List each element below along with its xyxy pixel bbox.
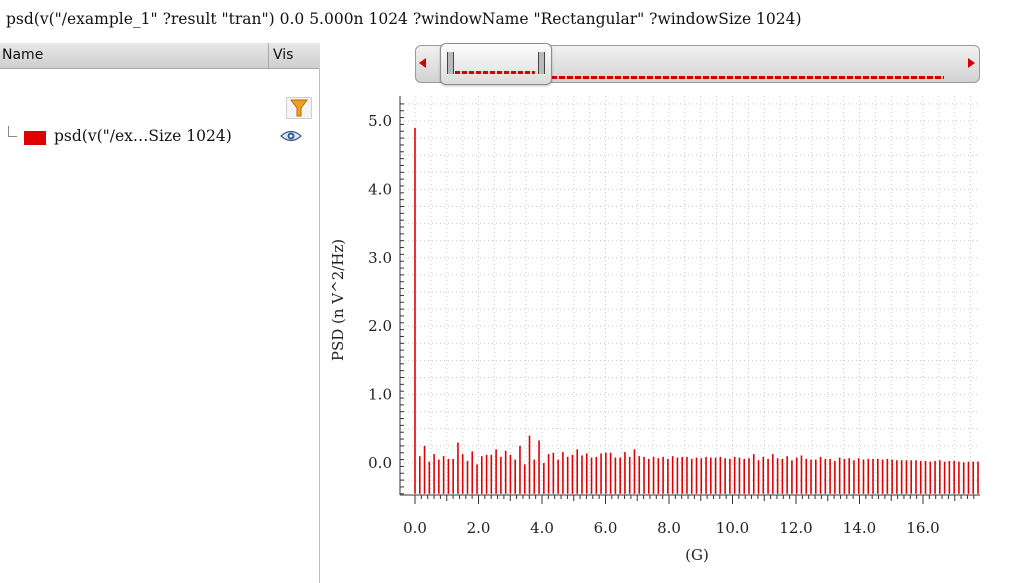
- scroll-right-arrow-icon[interactable]: [968, 58, 975, 68]
- trace-panel-header: Name Vis: [0, 43, 320, 69]
- column-divider[interactable]: [268, 43, 269, 68]
- x-tick-label: 8.0: [657, 519, 681, 537]
- psd-trace: [414, 127, 979, 494]
- scroll-thumb-right-handle[interactable]: [538, 52, 545, 74]
- window-title: psd(v("/example_1" ?result "tran") 0.0 5…: [6, 10, 802, 28]
- y-tick-label: 1.0: [368, 386, 392, 404]
- x-axis-label: (G): [685, 546, 709, 564]
- y-tick-label: 2.0: [368, 317, 392, 335]
- x-tick-label: 14.0: [843, 519, 876, 537]
- x-zoom-scrollbar[interactable]: [415, 43, 980, 85]
- trace-name[interactable]: psd(v("/ex…Size 1024): [54, 127, 232, 145]
- tree-connector: [8, 126, 17, 137]
- y-tick-label: 0.0: [368, 454, 392, 472]
- x-tick-label: 2.0: [467, 519, 491, 537]
- scroll-thumb-left-handle[interactable]: [447, 52, 454, 74]
- x-tick-label: 0.0: [403, 519, 427, 537]
- eye-icon[interactable]: [280, 128, 302, 144]
- y-tick-label: 5.0: [368, 112, 392, 130]
- thumb-overview-trace: [455, 71, 535, 74]
- trace-color-swatch: [24, 131, 46, 145]
- scroll-overview-track: [551, 76, 944, 79]
- x-tick-label: 10.0: [716, 519, 749, 537]
- column-header-name[interactable]: Name: [2, 47, 44, 63]
- panel-splitter[interactable]: [319, 68, 320, 583]
- y-axis-label: PSD (n V^2/Hz): [329, 239, 347, 361]
- filter-icon[interactable]: [286, 97, 312, 119]
- x-tick-label: 4.0: [530, 519, 554, 537]
- x-tick-label: 16.0: [906, 519, 939, 537]
- y-tick-label: 3.0: [368, 249, 392, 267]
- scroll-thumb[interactable]: [440, 43, 552, 85]
- column-header-vis[interactable]: Vis: [273, 47, 294, 63]
- x-tick-label: 12.0: [779, 519, 812, 537]
- x-tick-label: 6.0: [594, 519, 618, 537]
- plot-axes: 0.0 1.0 2.0 3.0 4.0 5.0 0.0 2.0 4.0 6.0 8.0 10.0 12.…: [368, 96, 980, 537]
- y-tick-label: 4.0: [368, 180, 392, 198]
- plot-grid: [400, 96, 980, 495]
- trace-list-item[interactable]: psd(v("/ex…Size 1024): [0, 126, 320, 152]
- scroll-left-arrow-icon[interactable]: [419, 58, 426, 68]
